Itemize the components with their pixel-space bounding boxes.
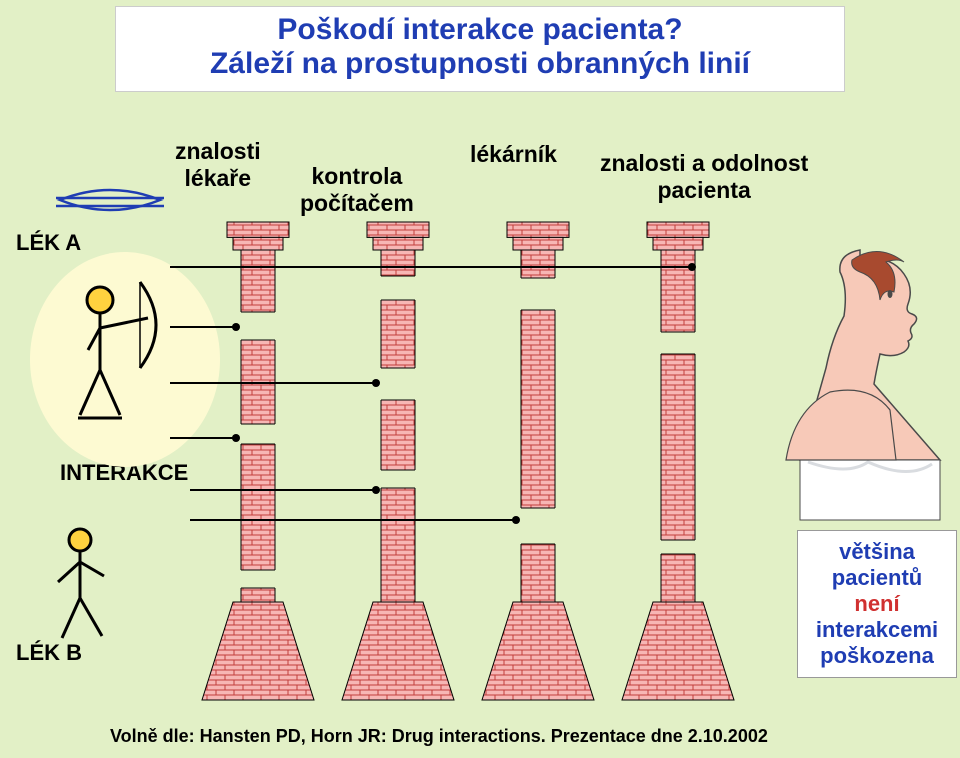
result-l2: pacientů — [806, 565, 948, 591]
result-box: většina pacientů není interakcemi poškoz… — [797, 530, 957, 678]
result-l1: většina — [806, 539, 948, 565]
label-odolnost-pacienta: znalosti a odolnost pacienta — [600, 150, 808, 204]
title-box: Poškodí interakce pacienta? Záleží na pr… — [115, 6, 845, 92]
label-znalosti-lekare: znalosti lékaře — [175, 138, 261, 192]
label-lekarnik: lékárník — [470, 141, 557, 168]
label-lek-a: LÉK A — [16, 230, 81, 256]
label-kontrola-pocitacem: kontrola počítačem — [300, 163, 414, 217]
title-line2: Záleží na prostupnosti obranných linií — [126, 47, 834, 81]
label-lek-b: LÉK B — [16, 640, 82, 666]
result-l5: poškozena — [806, 643, 948, 669]
title-line1: Poškodí interakce pacienta? — [126, 13, 834, 47]
result-l4: interakcemi — [806, 617, 948, 643]
footer-citation: Volně dle: Hansten PD, Horn JR: Drug int… — [110, 726, 768, 747]
result-l3: není — [806, 591, 948, 617]
label-interakce: INTERAKCE — [60, 460, 188, 486]
